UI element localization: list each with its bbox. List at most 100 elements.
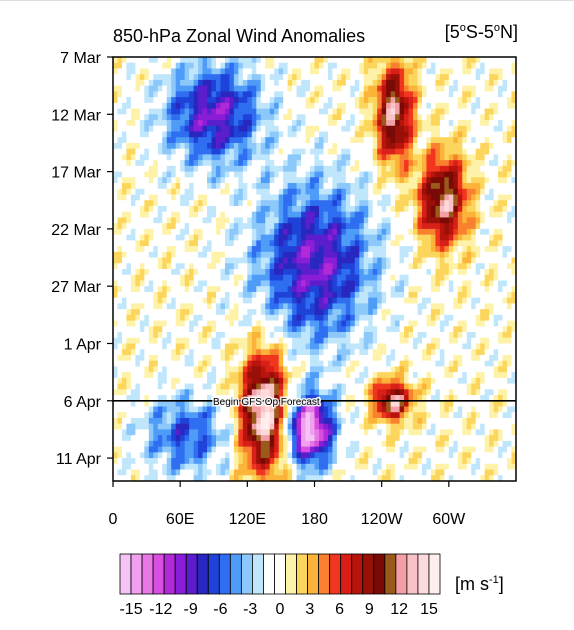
heatmap-cell xyxy=(327,320,333,327)
heatmap-cell xyxy=(139,366,145,373)
heatmap-cell xyxy=(318,286,324,293)
heatmap-cell xyxy=(421,309,427,316)
heatmap-cell xyxy=(421,223,427,230)
heatmap-cell xyxy=(408,183,414,190)
heatmap-cell xyxy=(278,332,284,339)
heatmap-cell xyxy=(368,131,374,138)
heatmap-cell xyxy=(184,326,190,333)
heatmap-cell xyxy=(229,137,235,144)
heatmap-cell xyxy=(180,263,186,270)
heatmap-cell xyxy=(256,343,262,350)
heatmap-cell xyxy=(475,62,481,69)
heatmap-cell xyxy=(363,160,369,167)
heatmap-cell xyxy=(193,137,199,144)
heatmap-cell xyxy=(148,148,154,155)
heatmap-cell xyxy=(301,205,306,213)
heatmap-cell xyxy=(327,366,333,373)
heatmap-cell xyxy=(448,309,454,316)
heatmap-cell xyxy=(278,366,284,373)
heatmap-cell xyxy=(502,102,508,109)
heatmap-cell xyxy=(292,263,297,270)
heatmap-cell xyxy=(157,200,163,207)
heatmap-cell xyxy=(377,228,383,236)
heatmap-cell xyxy=(368,251,374,258)
heatmap-cell xyxy=(157,320,163,327)
heatmap-cell xyxy=(336,171,342,178)
heatmap-cell xyxy=(166,131,172,138)
heatmap-cell xyxy=(350,269,356,276)
heatmap-cell xyxy=(372,309,378,316)
heatmap-cell xyxy=(453,188,459,195)
heatmap-cell xyxy=(318,79,324,87)
heatmap-cell xyxy=(113,205,118,213)
heatmap-cell xyxy=(475,183,481,190)
heatmap-cell xyxy=(359,332,365,339)
heatmap-cell xyxy=(444,131,450,138)
heatmap-cell xyxy=(247,85,253,92)
heatmap-cell xyxy=(435,257,441,264)
heatmap-cell xyxy=(444,57,450,64)
heatmap-cell xyxy=(417,171,423,178)
heatmap-cell xyxy=(430,360,436,367)
heatmap-cell xyxy=(278,263,284,270)
heatmap-cell xyxy=(417,125,423,132)
heatmap-cell xyxy=(426,57,432,64)
heatmap-cell xyxy=(484,354,490,362)
heatmap-cell xyxy=(224,251,230,258)
heatmap-cell xyxy=(466,320,472,327)
heatmap-cell xyxy=(224,332,230,339)
heatmap-cell xyxy=(233,148,239,155)
heatmap-cell xyxy=(189,211,194,218)
heatmap-cell xyxy=(323,291,329,299)
heatmap-cell xyxy=(413,108,418,115)
heatmap-cell xyxy=(413,234,418,241)
heatmap-cell xyxy=(130,257,136,264)
heatmap-cell xyxy=(283,183,289,190)
heatmap-cell xyxy=(511,211,516,218)
heatmap-cell xyxy=(296,326,302,333)
heatmap-cell xyxy=(287,74,293,81)
heatmap-cell xyxy=(198,205,203,213)
heatmap-cell xyxy=(310,183,315,190)
heatmap-cell xyxy=(171,125,177,132)
heatmap-cell xyxy=(413,85,418,92)
heatmap-cell xyxy=(144,57,150,64)
heatmap-cell xyxy=(139,137,145,144)
heatmap-cell xyxy=(457,337,463,344)
heatmap-cell xyxy=(435,360,441,367)
heatmap-cell xyxy=(157,228,163,236)
heatmap-cell xyxy=(435,297,441,304)
heatmap-cell xyxy=(274,79,280,87)
heatmap-cell xyxy=(395,343,400,350)
heatmap-cell xyxy=(274,360,280,367)
heatmap-cell xyxy=(502,183,508,190)
heatmap-cell xyxy=(117,372,123,379)
heatmap-cell xyxy=(139,97,145,104)
heatmap-cell xyxy=(220,91,226,98)
heatmap-cell xyxy=(220,337,226,344)
heatmap-cell xyxy=(493,177,499,184)
heatmap-cell xyxy=(377,354,383,362)
heatmap-cell xyxy=(130,366,136,373)
heatmap-cell xyxy=(336,257,342,264)
heatmap-cell xyxy=(368,57,374,64)
heatmap-cell xyxy=(507,142,512,150)
heatmap-cell xyxy=(314,114,320,121)
heatmap-cell xyxy=(475,360,481,367)
heatmap-cell xyxy=(511,205,516,213)
heatmap-cell xyxy=(287,297,293,304)
heatmap-cell xyxy=(224,286,230,293)
heatmap-cell xyxy=(502,280,508,287)
heatmap-cell xyxy=(224,217,230,224)
heatmap-cell xyxy=(323,114,329,121)
heatmap-cell xyxy=(471,148,477,155)
heatmap-cell xyxy=(439,309,445,316)
heatmap-cell xyxy=(144,246,150,253)
heatmap-cell xyxy=(448,337,454,344)
heatmap-cell xyxy=(265,62,271,69)
heatmap-cell xyxy=(283,148,289,155)
heatmap-cell xyxy=(399,154,405,161)
heatmap-cell xyxy=(386,314,392,321)
heatmap-cell xyxy=(260,257,266,264)
heatmap-cell xyxy=(457,85,463,92)
